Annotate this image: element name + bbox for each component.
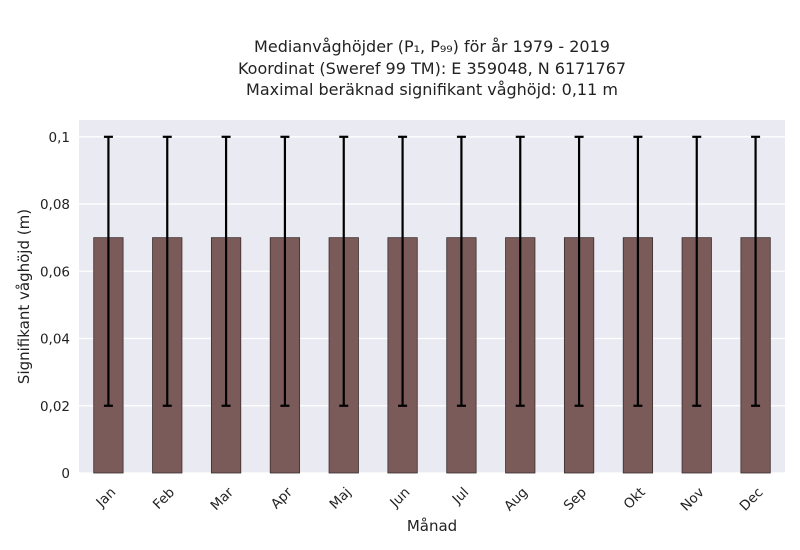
chart-title-line-1: Medianvåghöjder (P₁, P₉₉) för år 1979 - … (254, 37, 610, 56)
error-bar (221, 135, 231, 407)
error-bar (280, 135, 290, 407)
x-tick-label: Jul (449, 485, 473, 509)
x-tick-label: Nov (678, 485, 708, 515)
error-bar (515, 135, 525, 407)
chart-title: Medianvåghöjder (P₁, P₉₉) för år 1979 - … (238, 37, 626, 99)
x-tick-label: Dec (737, 485, 767, 515)
y-tick-label: 0,04 (40, 332, 70, 348)
x-tick-label: Mar (208, 484, 238, 514)
x-tick-label: Jan (93, 485, 120, 512)
error-bar (456, 135, 466, 407)
error-bars (103, 135, 761, 407)
error-bar (398, 135, 408, 407)
y-tick-label: 0,06 (40, 264, 70, 280)
x-tick-label: Jun (386, 485, 413, 512)
error-bar (339, 135, 349, 407)
error-bar (692, 135, 702, 407)
y-axis-label: Signifikant våghöjd (m) (15, 209, 33, 384)
error-bar (751, 135, 761, 407)
grid-lines (79, 136, 785, 474)
x-axis-label: Månad (407, 517, 457, 535)
error-bar (162, 135, 172, 407)
x-tick-labels: Jan Feb Mar Apr Maj Jun Jul Aug Sep Okt Nov Dec (93, 484, 767, 514)
chart-title-line-3: Maximal beräknad signifikant våghöjd: 0,… (246, 80, 618, 99)
x-tick-label: Apr (268, 484, 296, 512)
y-tick-label: 0 (61, 466, 70, 482)
y-tick-label: 0,02 (40, 399, 70, 415)
error-bar (103, 135, 113, 407)
plot-area (79, 120, 785, 473)
chart-title-line-2: Koordinat (Sweref 99 TM): E 359048, N 61… (238, 59, 626, 78)
error-bar (633, 135, 643, 407)
x-tick-label: Okt (621, 485, 649, 513)
x-tick-label: Feb (150, 485, 178, 513)
error-bar (574, 135, 584, 407)
x-tick-label: Sep (561, 485, 590, 514)
y-tick-label: 0,08 (40, 197, 70, 213)
x-tick-label: Aug (501, 485, 531, 515)
x-tick-label: Maj (327, 485, 355, 513)
y-tick-labels: 0 0,02 0,04 0,06 0,08 0,1 (40, 130, 70, 482)
y-tick-label: 0,1 (49, 130, 70, 146)
